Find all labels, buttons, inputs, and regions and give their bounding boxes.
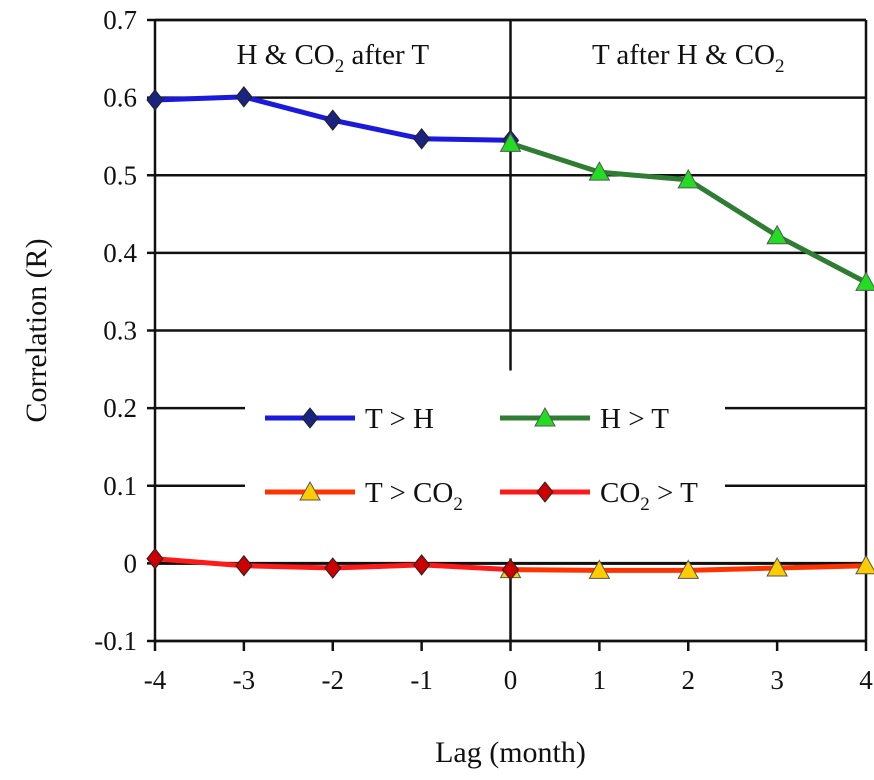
y-tick-label: 0.6 — [103, 83, 137, 113]
legend-label: H > T — [600, 403, 669, 435]
y-tick-label: 0.3 — [103, 316, 137, 346]
x-tick-label: 2 — [682, 665, 696, 695]
x-tick-label: 3 — [770, 665, 784, 695]
data-point — [325, 110, 341, 130]
y-tick-label: 0.4 — [103, 238, 137, 268]
data-point — [147, 90, 163, 110]
data-point — [236, 87, 252, 107]
legend-label: T > H — [365, 403, 434, 435]
series-1 — [501, 133, 874, 290]
y-tick-label: -0.1 — [94, 626, 137, 656]
x-tick-label: -3 — [233, 665, 256, 695]
data-point — [236, 556, 252, 576]
data-point — [325, 558, 341, 578]
y-tick-label: 0.7 — [103, 5, 137, 35]
x-tick-label: -4 — [144, 665, 167, 695]
x-tick-label: -2 — [322, 665, 345, 695]
y-tick-label: 0 — [124, 548, 138, 578]
x-tick-label: 4 — [859, 665, 873, 695]
data-point — [414, 129, 430, 149]
x-tick-label: 0 — [504, 665, 518, 695]
series-line — [511, 143, 867, 282]
x-tick-label: 1 — [593, 665, 607, 695]
x-tick-label: -1 — [410, 665, 433, 695]
x-axis-title: Lag (month) — [435, 736, 586, 769]
y-tick-label: 0.5 — [103, 160, 137, 190]
axes: -4 -3 -2 -1 0 1 2 3 4 0.7 0.6 0.5 0.4 0.3 0.2 0.1 0 -0.1 — [94, 5, 873, 695]
series-2 — [501, 556, 874, 579]
data-point — [414, 555, 430, 575]
data-point — [147, 549, 163, 569]
data-point — [856, 272, 874, 290]
region-label: T after H & CO2 — [592, 39, 785, 77]
y-axis-title: Correlation (R) — [20, 238, 53, 422]
y-tick-label: 0.1 — [103, 471, 137, 501]
region-label: H & CO2 after T — [236, 39, 429, 77]
y-tick-label: 0.2 — [103, 393, 137, 423]
series-0 — [147, 87, 519, 150]
